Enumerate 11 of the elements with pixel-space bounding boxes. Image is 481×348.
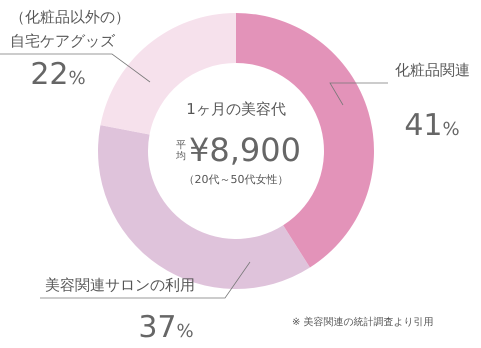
- slice-label: （化粧品以外の）自宅ケアグッズ: [10, 8, 130, 50]
- text: （20代～50代女性）: [184, 173, 288, 186]
- data-label: 22%: [30, 57, 86, 92]
- slice-label: 化粧品関連: [395, 61, 470, 79]
- data-label: 37%: [138, 310, 194, 345]
- text: ¥8,900: [189, 131, 301, 169]
- text: ※ 美容関連の統計調査より引用: [292, 316, 434, 328]
- text: 平均: [175, 140, 186, 162]
- data-label: 41%: [404, 108, 460, 143]
- text: 1ヶ月の美容代: [186, 100, 286, 118]
- slice-label: 美容関連サロンの利用: [45, 276, 195, 294]
